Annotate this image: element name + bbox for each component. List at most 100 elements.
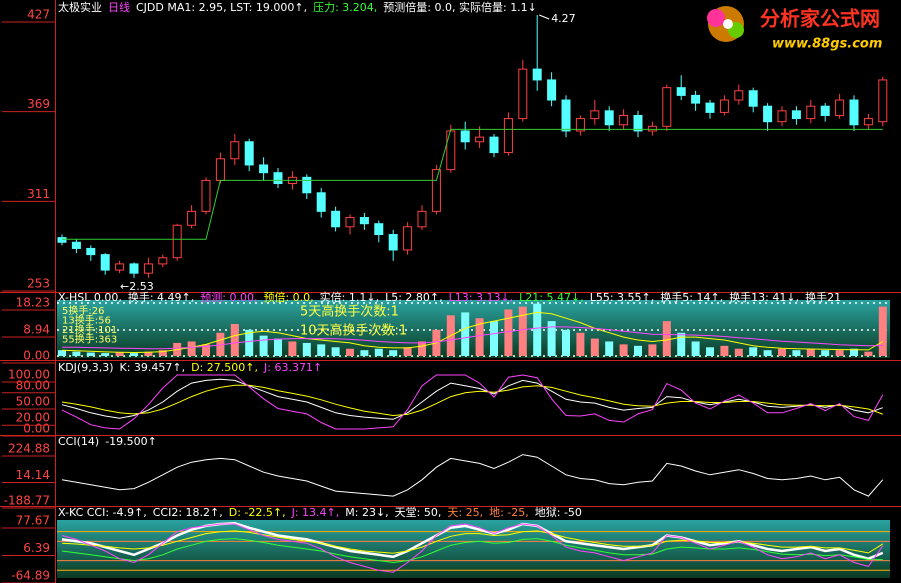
- volume-bar: [374, 348, 383, 356]
- legend-item: CCI(14): [58, 435, 99, 448]
- candle-body: [676, 87, 686, 96]
- y-tick-label: 50.00: [16, 395, 50, 409]
- volume-bar: [58, 350, 66, 356]
- candle-body: [57, 237, 67, 243]
- y-tick-label: -188.77: [4, 494, 50, 508]
- volume-bar: [734, 348, 743, 356]
- legend-item: M: 23↓,: [345, 506, 388, 519]
- logo-title: 分析家公式网: [760, 7, 880, 31]
- y-tick-label: 6.39: [23, 541, 50, 555]
- candle-body: [115, 263, 125, 271]
- peak-label: 4.27: [551, 12, 576, 25]
- candle-body: [71, 241, 81, 249]
- y-tick-label: 427: [27, 8, 50, 22]
- volume-bar: [720, 345, 729, 356]
- line-series: [61, 374, 884, 430]
- candle-body: [345, 217, 355, 228]
- volume-bar: [144, 351, 153, 356]
- legend-item: L13: 3.13↓,: [449, 291, 514, 304]
- volume-bar: [115, 352, 124, 356]
- legend-item: L21: 5.47↓,: [519, 291, 584, 304]
- legend-item: L5: 2.80↑,: [385, 291, 443, 304]
- legend-item: 换手13: 41↓,: [729, 290, 799, 304]
- line-series: [61, 454, 884, 497]
- candle-body: [259, 164, 269, 174]
- candle-body: [460, 130, 470, 143]
- turnover-note: 13换手:56: [62, 314, 111, 327]
- volume-bar: [864, 351, 873, 356]
- candle-body: [532, 68, 542, 81]
- volume-bar: [490, 321, 498, 356]
- volume-bar: [778, 348, 786, 356]
- logo-url: www.88gs.com: [772, 37, 882, 52]
- candle-body: [489, 136, 499, 154]
- candle-body: [647, 125, 657, 132]
- candle-body: [273, 172, 283, 185]
- volume-bar: [86, 352, 95, 356]
- legend-item: X-KC CCI: -4.9↑,: [58, 506, 147, 519]
- y-tick-label: 253: [27, 277, 50, 291]
- candle-body: [619, 114, 629, 126]
- y-tick-label: 18.23: [16, 296, 50, 310]
- candle-body: [230, 141, 240, 160]
- volume-bar: [72, 351, 81, 356]
- legend-item: 实倍: 1.1↓,: [320, 290, 379, 304]
- logo: 分析家公式网 www.88gs.com: [707, 6, 882, 52]
- candle-body: [417, 210, 427, 228]
- candle-body: [143, 263, 153, 274]
- volume-bar: [648, 344, 657, 356]
- line-series: [61, 521, 884, 561]
- volume-bar: [317, 344, 326, 356]
- turnover-note: 21换手:101: [62, 323, 117, 336]
- candle-body: [806, 105, 816, 120]
- turnover-note: 5换手:26: [62, 304, 104, 317]
- line-series: [61, 378, 883, 420]
- volume-bar: [158, 350, 167, 356]
- candle-body: [878, 79, 888, 123]
- candle-body: [561, 99, 571, 132]
- candle-body: [662, 87, 672, 127]
- candle-body: [604, 110, 614, 126]
- y-tick-label: 14.14: [16, 468, 50, 482]
- volume-bar: [518, 306, 527, 356]
- turnover-count: 5天高换手次数:1: [300, 304, 399, 320]
- line-series: [61, 311, 884, 354]
- candle-body: [431, 169, 441, 212]
- volume-bar: [418, 341, 426, 356]
- candle-body: [791, 110, 801, 120]
- candle-body: [388, 234, 398, 251]
- legend-item: 地狱: -50: [535, 506, 582, 519]
- y-tick-label: 100.00: [8, 368, 50, 382]
- volume-bar: [504, 309, 513, 356]
- volume-bar: [288, 341, 297, 356]
- candle-body: [590, 110, 600, 120]
- candle-body: [201, 179, 211, 212]
- volume-bar: [763, 350, 772, 356]
- legend-item: 压力: 3.204,: [313, 1, 377, 14]
- volume-bar: [389, 350, 398, 356]
- candle-body: [172, 224, 182, 259]
- volume-bar: [461, 312, 470, 356]
- y-tick-label: 8.94: [23, 323, 50, 337]
- line-series: [61, 538, 883, 564]
- volume-bar: [101, 353, 110, 356]
- y-tick-label: 369: [27, 97, 50, 111]
- volume-bar: [835, 350, 844, 356]
- legend-item: D: 27.500↑,: [191, 361, 258, 374]
- volume-bar: [792, 350, 801, 356]
- logo-petal: [707, 9, 725, 27]
- volume-bar: [878, 306, 887, 356]
- candle-body: [633, 114, 643, 132]
- volume-bar: [475, 318, 484, 356]
- legend-item: 换手5: 14↑,: [660, 290, 723, 304]
- legend-item: 换手21: [805, 290, 841, 304]
- legend-item: D: -22.5↑,: [229, 506, 286, 519]
- legend-item: CCI2: 18.2↑,: [153, 506, 223, 519]
- legend-item: -19.500↑: [105, 435, 157, 448]
- line-series: [62, 326, 883, 350]
- candle-body: [849, 99, 859, 126]
- y-tick-label: -64.89: [11, 569, 50, 583]
- volume-bar: [749, 347, 758, 356]
- legend-item: 天堂: 50,: [395, 506, 442, 519]
